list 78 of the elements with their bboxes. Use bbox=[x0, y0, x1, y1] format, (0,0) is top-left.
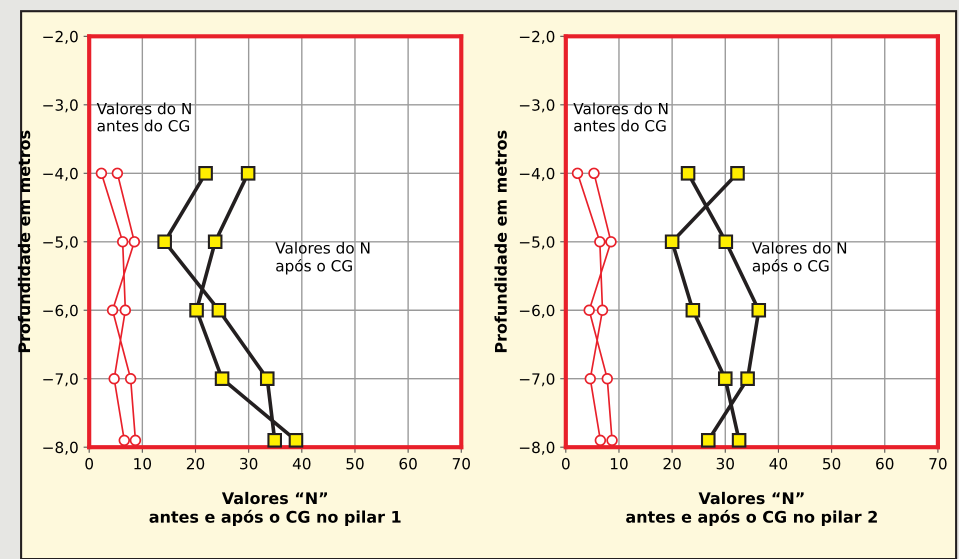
x-tick-label: 30 bbox=[240, 458, 258, 470]
point bbox=[112, 168, 124, 179]
point bbox=[124, 373, 136, 384]
x-tick-label: 0 bbox=[562, 458, 570, 470]
y-tick-label: −4,0 bbox=[520, 168, 554, 181]
y-tick-label: −7,0 bbox=[520, 373, 554, 386]
y-tick-label: −2,0 bbox=[43, 30, 78, 44]
point bbox=[602, 373, 613, 384]
point bbox=[267, 433, 282, 448]
point bbox=[288, 433, 304, 448]
point bbox=[606, 434, 618, 446]
point bbox=[212, 302, 226, 318]
point bbox=[718, 234, 734, 250]
point bbox=[208, 234, 222, 250]
point bbox=[106, 304, 118, 316]
annotation: Valores do N antes do CG bbox=[96, 102, 191, 132]
point bbox=[594, 434, 606, 446]
point bbox=[118, 434, 130, 446]
point bbox=[751, 302, 766, 318]
point bbox=[108, 373, 120, 384]
point bbox=[594, 236, 606, 248]
point bbox=[584, 373, 596, 384]
point bbox=[572, 168, 584, 179]
y-tick-label: −2,0 bbox=[520, 30, 554, 44]
point bbox=[605, 236, 617, 248]
y-axis-title: Profundidade em metros bbox=[18, 130, 30, 352]
annotation: Valores do N após o CG bbox=[275, 242, 370, 275]
x-tick-label: 20 bbox=[186, 458, 204, 470]
x-tick-label: 60 bbox=[399, 458, 417, 470]
point bbox=[198, 166, 213, 181]
x-tick-label: 0 bbox=[85, 458, 94, 470]
point bbox=[157, 234, 172, 250]
y-tick-label: −6,0 bbox=[520, 304, 554, 318]
y-tick-label: −7,0 bbox=[43, 373, 78, 386]
y-tick-label: −4,0 bbox=[43, 168, 78, 181]
point bbox=[116, 236, 128, 248]
x-tick-label: 40 bbox=[292, 458, 311, 470]
y-tick-label: −3,0 bbox=[520, 99, 554, 112]
point bbox=[96, 168, 108, 179]
point bbox=[584, 304, 595, 316]
y-tick-label: −6,0 bbox=[43, 304, 78, 318]
x-tick-label: 20 bbox=[664, 458, 681, 470]
x-tick-label: 30 bbox=[716, 458, 734, 470]
y-tick-label: −8,0 bbox=[520, 442, 554, 455]
point bbox=[120, 304, 132, 316]
y-tick-label: −8,0 bbox=[43, 442, 78, 455]
point bbox=[700, 433, 716, 448]
x-tick-label: 70 bbox=[929, 458, 947, 470]
point bbox=[664, 234, 680, 250]
point bbox=[260, 371, 275, 386]
point bbox=[128, 236, 140, 248]
point bbox=[596, 304, 608, 316]
point bbox=[732, 433, 746, 448]
point bbox=[214, 371, 230, 386]
y-axis-title: Profundidade em metros bbox=[494, 130, 507, 352]
y-tick-label: −5,0 bbox=[520, 236, 554, 250]
point bbox=[680, 166, 696, 181]
x-tick-label: 40 bbox=[769, 458, 788, 470]
annotation: Valores do N antes do CG bbox=[573, 102, 668, 132]
point bbox=[686, 302, 700, 318]
y-tick-label: −5,0 bbox=[43, 236, 78, 250]
point bbox=[189, 302, 204, 318]
x-tick-label: 50 bbox=[823, 458, 840, 470]
x-axis-title: Valores “N” antes e após o CG no pilar 2 bbox=[626, 492, 877, 526]
point bbox=[588, 168, 600, 179]
point bbox=[740, 371, 755, 386]
point bbox=[240, 166, 256, 181]
x-tick-label: 10 bbox=[610, 458, 628, 470]
point bbox=[130, 434, 142, 446]
annotation: Valores do N após o CG bbox=[752, 242, 846, 275]
x-tick-label: 70 bbox=[452, 458, 470, 470]
point bbox=[730, 166, 745, 181]
x-tick-label: 10 bbox=[134, 458, 152, 470]
x-axis-title: Valores “N” antes e após o CG no pilar 1 bbox=[149, 492, 401, 526]
x-tick-label: 60 bbox=[876, 458, 894, 470]
y-tick-label: −3,0 bbox=[43, 99, 78, 112]
x-tick-label: 50 bbox=[346, 458, 364, 470]
point bbox=[718, 371, 733, 386]
